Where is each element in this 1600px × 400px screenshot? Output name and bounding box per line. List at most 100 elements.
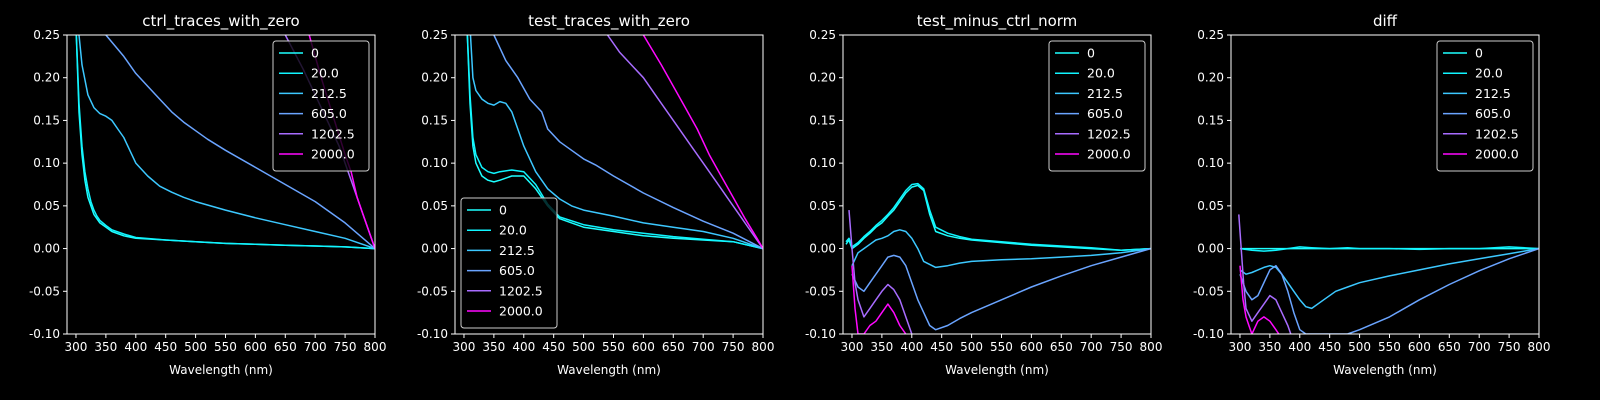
- x-tick-label: 350: [1258, 340, 1281, 354]
- legend-entry: 212.5: [499, 243, 535, 258]
- x-tick-label: 450: [542, 340, 565, 354]
- x-tick-label: 350: [870, 340, 893, 354]
- x-tick-label: 450: [154, 340, 177, 354]
- series-line-605.0: [1239, 247, 1539, 334]
- series-line-20.0: [466, 35, 763, 250]
- legend-entry: 2000.0: [1475, 147, 1519, 162]
- x-tick-label: 650: [274, 340, 297, 354]
- x-tick-label: 700: [692, 340, 715, 354]
- x-tick-label: 600: [632, 340, 655, 354]
- y-tick-label: 0.15: [421, 113, 448, 127]
- legend-entry: 0: [311, 46, 319, 61]
- y-tick-label: 0.05: [1197, 199, 1224, 213]
- x-tick-label: 750: [722, 340, 745, 354]
- chart-panel-2: test_traces_with_zero 300 350 400 450 500 550 6…: [417, 12, 775, 377]
- legend-entry: 605.0: [1087, 106, 1123, 121]
- x-tick-label: 650: [1050, 340, 1073, 354]
- series-line-605.0: [493, 35, 763, 250]
- x-tick-label: 450: [1318, 340, 1341, 354]
- legend-entry: 1202.5: [1087, 126, 1131, 141]
- legend-entry: 20.0: [1475, 66, 1503, 81]
- chart-title: test_minus_ctrl_norm: [917, 12, 1078, 31]
- y-tick-label: 0.15: [33, 113, 60, 127]
- series-line-212.5: [851, 229, 1151, 269]
- legend-entry: 1202.5: [311, 126, 355, 141]
- x-tick-label: 800: [752, 340, 775, 354]
- axes-frame: [842, 34, 1152, 335]
- y-tick-label: 0.05: [33, 199, 60, 213]
- series-group: [845, 182, 1151, 334]
- x-tick-label: 600: [244, 340, 267, 354]
- chart-panel-3: test_minus_ctrl_norm 300 350 400 450 500 550 60…: [805, 12, 1163, 377]
- chart-title: ctrl_traces_with_zero: [142, 12, 299, 31]
- y-tick-label: -0.05: [29, 284, 60, 298]
- legend-entry: 2000.0: [311, 147, 355, 162]
- series-line-20.0: [1239, 246, 1539, 252]
- y-tick-label: 0.15: [809, 113, 836, 127]
- x-tick-label: 550: [990, 340, 1013, 354]
- x-tick-label: 450: [930, 340, 953, 354]
- x-tick-label: 800: [364, 340, 387, 354]
- x-tick-label: 300: [841, 340, 864, 354]
- legend-entry: 0: [499, 203, 507, 218]
- x-axis-label: Wavelength (nm): [1333, 363, 1437, 377]
- legend-entry: 0: [1475, 46, 1483, 61]
- legend-entry: 212.5: [1087, 86, 1123, 101]
- x-tick-label: 500: [960, 340, 983, 354]
- series-group: [1238, 214, 1539, 334]
- series-line-0: [845, 184, 1151, 252]
- x-tick-label: 700: [1080, 340, 1103, 354]
- series-line-212.5: [1239, 247, 1539, 310]
- legend-entry: 2000.0: [499, 304, 543, 319]
- x-tick-label: 600: [1020, 340, 1043, 354]
- legend-entry: 20.0: [1087, 66, 1115, 81]
- x-tick-label: 400: [1288, 340, 1311, 354]
- y-tick-label: -0.10: [805, 327, 836, 341]
- y-tick-label: -0.05: [417, 284, 448, 298]
- series-line-212.5: [469, 35, 763, 250]
- y-tick-label: 0.10: [33, 156, 60, 170]
- y-tick-label: 0.05: [421, 199, 448, 213]
- x-tick-label: 400: [124, 340, 147, 354]
- x-tick-label: 600: [1408, 340, 1431, 354]
- y-tick-label: 0.25: [1197, 28, 1224, 42]
- x-tick-label: 500: [1348, 340, 1371, 354]
- x-tick-label: 350: [482, 340, 505, 354]
- x-axis-label: Wavelength (nm): [945, 363, 1049, 377]
- y-tick-label: 0.10: [809, 156, 836, 170]
- x-tick-label: 400: [512, 340, 535, 354]
- legend: 0 20.0 212.5 605.0 1202.5 2000.0: [272, 40, 370, 172]
- x-tick-label: 300: [65, 340, 88, 354]
- x-tick-label: 350: [94, 340, 117, 354]
- legend-entry: 605.0: [1475, 106, 1511, 121]
- axes-frame: [66, 34, 376, 335]
- x-tick-label: 300: [1229, 340, 1252, 354]
- y-tick-label: 0.00: [421, 242, 448, 256]
- y-tick-label: 0.20: [809, 71, 836, 85]
- y-tick-label: -0.10: [29, 327, 60, 341]
- y-tick-label: -0.05: [1193, 284, 1224, 298]
- y-tick-label: 0.20: [33, 71, 60, 85]
- legend-entry: 0: [1087, 46, 1095, 61]
- series-line-605.0: [851, 247, 1151, 331]
- x-tick-label: 550: [1378, 340, 1401, 354]
- series-line-2000.0: [1239, 265, 1280, 334]
- y-tick-label: 0.15: [1197, 113, 1224, 127]
- legend-entry: 212.5: [311, 86, 347, 101]
- y-tick-label: -0.05: [805, 284, 836, 298]
- y-tick-label: 0.25: [33, 28, 60, 42]
- y-tick-label: 0.10: [1197, 156, 1224, 170]
- x-tick-label: 550: [602, 340, 625, 354]
- series-line-20.0: [845, 182, 1151, 252]
- series-line-605.0: [105, 35, 375, 250]
- y-tick-label: 0.00: [33, 242, 60, 256]
- y-tick-label: 0.25: [809, 28, 836, 42]
- x-tick-label: 800: [1140, 340, 1163, 354]
- series-line-1202.5: [848, 210, 913, 334]
- legend: 0 20.0 212.5 605.0 1202.5 2000.0: [1436, 40, 1534, 172]
- legend-entry: 1202.5: [1475, 126, 1519, 141]
- legend-entry: 605.0: [311, 106, 347, 121]
- x-tick-label: 500: [572, 340, 595, 354]
- series-line-0: [466, 35, 763, 250]
- x-tick-label: 700: [1468, 340, 1491, 354]
